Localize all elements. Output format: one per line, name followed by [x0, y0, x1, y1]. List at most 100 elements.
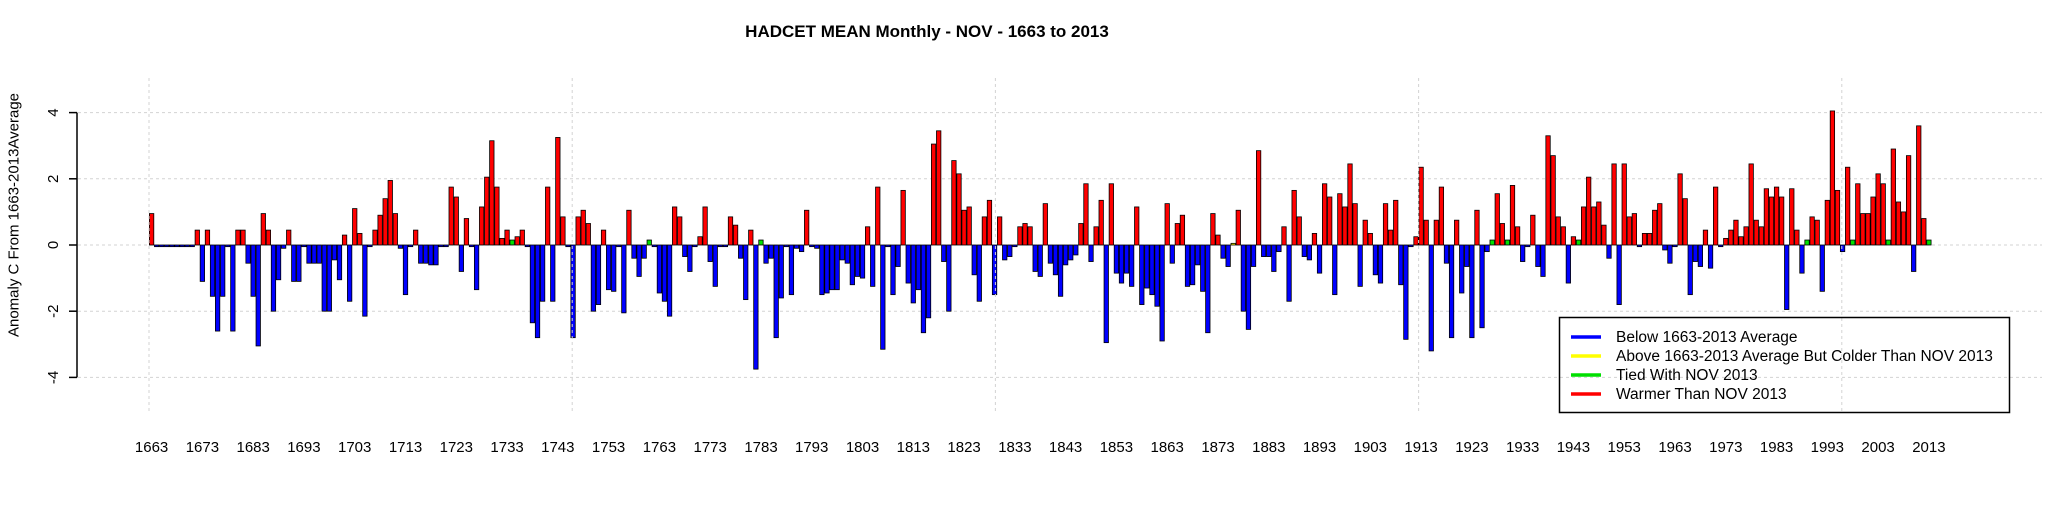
bar-1963: [1672, 244, 1678, 248]
bar-1899: [1347, 163, 1353, 246]
x-tick-label-1663: 1663: [135, 439, 168, 456]
x-tick-label-1963: 1963: [1658, 439, 1691, 456]
legend: Below 1663-2013 Average Above 1663-2013 …: [1558, 316, 2011, 414]
bar-1957: [1641, 233, 1648, 246]
bar-1679: [230, 244, 236, 332]
bar-1801: [849, 244, 855, 286]
bar-1680: [235, 229, 241, 246]
bar-1851: [1103, 244, 1109, 344]
bar-1765: [666, 244, 673, 317]
bar-1871: [1205, 244, 1211, 334]
bar-1778: [732, 224, 739, 246]
bar-1967: [1692, 244, 1698, 262]
bar-2009: [1905, 155, 1912, 246]
bar-1931: [1509, 185, 1516, 246]
bar-1863: [1164, 203, 1170, 246]
bar-1892: [1311, 233, 1318, 246]
bar-1862: [1159, 244, 1165, 342]
bar-1688: [275, 244, 282, 281]
bar-1903: [1367, 233, 1373, 246]
bar-1850: [1098, 199, 1104, 246]
bar-1805: [870, 244, 876, 287]
bar-1923: [1469, 244, 1475, 339]
bar-1961: [1662, 244, 1668, 251]
bar-1813: [910, 244, 916, 304]
x-tick-label-1703: 1703: [338, 439, 371, 456]
bar-1914: [1423, 219, 1429, 246]
bar-1939: [1550, 155, 1556, 246]
bar-1775: [717, 244, 723, 248]
bar-1839: [1042, 203, 1048, 246]
bar-1746: [570, 244, 576, 339]
bar-1714: [407, 244, 414, 248]
bar-1972: [1718, 244, 1724, 248]
bar-1717: [423, 244, 429, 264]
bar-1830: [997, 216, 1003, 246]
bar-1935: [1530, 214, 1536, 246]
bar-1700: [336, 244, 343, 281]
bar-1964: [1677, 173, 1683, 246]
bar-1958: [1647, 233, 1653, 246]
bar-1990: [1809, 216, 1815, 246]
bar-1974: [1728, 229, 1734, 246]
bar-1825: [971, 244, 977, 276]
bar-1948: [1596, 201, 1602, 246]
bar-1854: [1118, 244, 1125, 284]
bar-1770: [692, 244, 698, 248]
x-tick-label-1683: 1683: [237, 439, 270, 456]
x-tick-label-1873: 1873: [1201, 439, 1234, 456]
x-tick-label-1733: 1733: [490, 439, 523, 456]
bar-1893: [1316, 244, 1323, 274]
bar-1932: [1514, 226, 1521, 246]
x-tick-label-1943: 1943: [1557, 439, 1590, 456]
bar-1762: [651, 244, 657, 248]
y-tick-label-0: 0: [45, 241, 62, 249]
bar-1905: [1377, 244, 1384, 284]
legend-label-tied: Tied With NOV 2013: [1616, 367, 1758, 384]
bar-1663: [148, 213, 155, 246]
bars: [148, 110, 1932, 370]
bar-1708: [377, 214, 383, 246]
bar-1707: [372, 229, 378, 246]
bar-1906: [1382, 203, 1389, 246]
bar-1934: [1525, 244, 1531, 248]
bar-1814: [915, 244, 921, 291]
bar-1687: [270, 244, 277, 312]
bar-1822: [956, 173, 962, 246]
bar-1917: [1438, 186, 1445, 246]
x-tick-label-1673: 1673: [186, 439, 219, 456]
bar-1904: [1372, 244, 1378, 276]
bar-1843: [1063, 244, 1069, 266]
x-tick-label-1753: 1753: [592, 439, 625, 456]
bar-1866: [1179, 214, 1186, 246]
bar-1988: [1799, 244, 1805, 274]
bar-1997: [1845, 166, 1851, 246]
bar-1809: [890, 244, 896, 296]
legend-label-above-but-colder: Above 1663-2013 Average But Colder Than …: [1616, 348, 1993, 365]
bar-1670: [184, 244, 190, 248]
bar-1975: [1733, 219, 1739, 246]
x-tick-label-1843: 1843: [1049, 439, 1082, 456]
bar-1743: [555, 137, 561, 246]
x-tick-label-1743: 1743: [541, 439, 574, 456]
bar-1998: [1850, 239, 1856, 246]
bar-1693: [301, 244, 307, 248]
bar-1872: [1210, 213, 1216, 246]
bar-1748: [580, 209, 586, 246]
vertical-gridlines: [148, 78, 1843, 413]
bar-1710: [387, 180, 393, 246]
bar-1763: [656, 244, 663, 294]
bar-1751: [595, 244, 602, 305]
bar-1909: [1398, 244, 1404, 286]
bar-1780: [743, 244, 749, 301]
bar-1947: [1591, 206, 1597, 246]
bar-1848: [1088, 244, 1094, 262]
bar-1696: [316, 244, 322, 264]
bar-1881: [1256, 150, 1262, 246]
bar-1792: [804, 209, 810, 246]
bar-1759: [636, 244, 642, 277]
bar-1800: [844, 244, 850, 264]
bar-1675: [209, 244, 216, 297]
bar-1757: [626, 209, 632, 246]
bar-1730: [489, 140, 495, 246]
